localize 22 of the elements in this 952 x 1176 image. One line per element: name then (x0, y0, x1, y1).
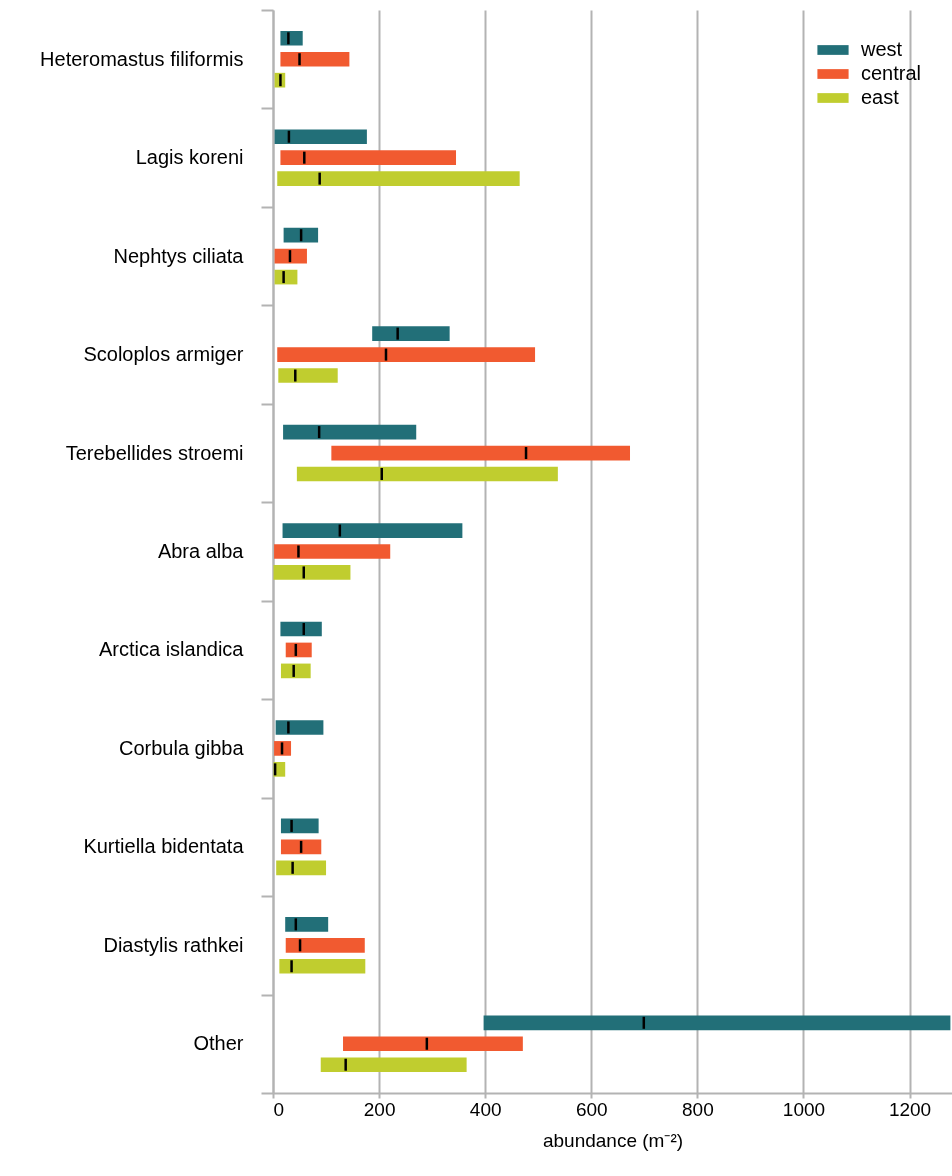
legend-label: west (860, 38, 903, 60)
x-tick-label: 0 (273, 1098, 285, 1120)
y-tick-label: Kurtiella bidentata (83, 835, 245, 858)
x-tick-label: 1000 (782, 1098, 826, 1120)
x-tick-label: 200 (363, 1098, 396, 1120)
x-axis-title: abundance (m⁻²) (542, 1129, 684, 1151)
x-tick-label: 800 (682, 1098, 714, 1120)
y-tick-label: Other (193, 1032, 244, 1055)
y-tick-label: Scoloplos armiger (83, 343, 244, 366)
y-tick-label: Diastylis rathkei (103, 933, 244, 956)
x-tick-label: 1200 (888, 1098, 932, 1120)
y-tick-label: Abra alba (157, 540, 245, 562)
y-tick-label: Corbula gibba (118, 736, 245, 759)
x-tick-label: 400 (469, 1098, 502, 1120)
legend-label: east (861, 86, 900, 108)
y-tick-label: Lagis koreni (135, 146, 244, 169)
y-tick-label: Heteromastus filiformis (40, 47, 244, 70)
y-tick-label: Nephtys ciliata (113, 244, 245, 267)
y-tick-label: Terebellides stroemi (65, 441, 244, 464)
y-tick-label: Arctica islandica (98, 638, 245, 661)
legend-label: central (861, 62, 922, 84)
x-tick-label: 600 (575, 1098, 608, 1120)
